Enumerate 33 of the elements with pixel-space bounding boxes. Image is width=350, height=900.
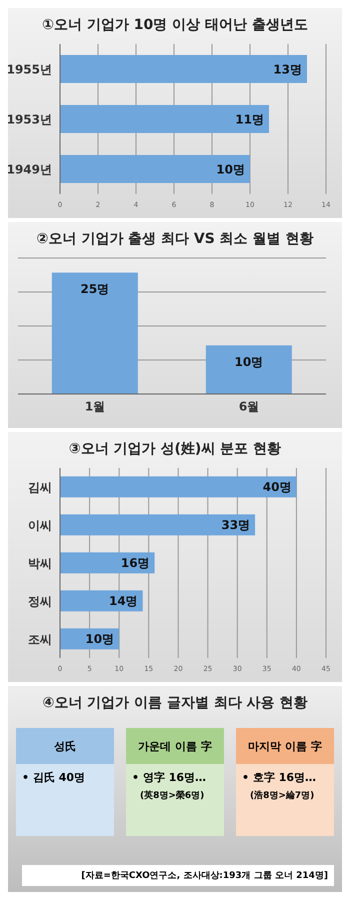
text: 성氏 [53, 738, 77, 754]
text: • 김氏 40명 [22, 770, 86, 785]
y-tick-label: 1949년 [6, 162, 52, 176]
x-tick-label: 6월 [238, 400, 260, 414]
y-tick-label: 조씨 [28, 632, 52, 646]
y-tick-label: 김씨 [28, 480, 52, 494]
y-tick-label: 박씨 [28, 556, 52, 570]
y-tick-label: 이씨 [28, 518, 52, 532]
text: [자료=한국CXO연구소, 조사대상:193개 그룹 오너 214명] [22, 865, 334, 886]
y-tick-label: 1955년 [6, 62, 52, 76]
chart-title: ③오너 기업가 성(姓)씨 분포 현황 [68, 440, 282, 459]
text: • 호字 16명… [242, 770, 317, 785]
text: 마지막 이름 字 [247, 738, 323, 754]
x-tick-label: 1월 [84, 400, 106, 414]
text: (浩8명>綸7명) [249, 789, 316, 802]
chart-title: ②오너 기업가 출생 최다 VS 최소 월별 현황 [36, 230, 314, 249]
data-label: 10명 [234, 354, 264, 369]
text: 가운데 이름 字 [137, 738, 213, 754]
data-label: 40명 [262, 480, 292, 494]
data-label: 14명 [109, 594, 138, 608]
data-label: 10명 [85, 632, 114, 646]
data-label: 33명 [221, 518, 250, 532]
text: (英8명>榮6명) [139, 789, 206, 802]
data-label: 11명 [235, 112, 264, 126]
text: ④오너 기업가 이름 글자별 최다 사용 현황 [41, 694, 309, 713]
data-label: 25명 [80, 282, 110, 296]
data-label: 10명 [216, 162, 245, 176]
text: • 영字 16명… [132, 770, 207, 785]
chart-title: ①오너 기업가 10명 이상 태어난 출생년도 [41, 16, 309, 35]
data-label: 13명 [273, 62, 302, 76]
y-tick-label: 정씨 [28, 594, 52, 608]
data-label: 16명 [120, 556, 150, 570]
y-tick-label: 1953년 [6, 112, 52, 126]
